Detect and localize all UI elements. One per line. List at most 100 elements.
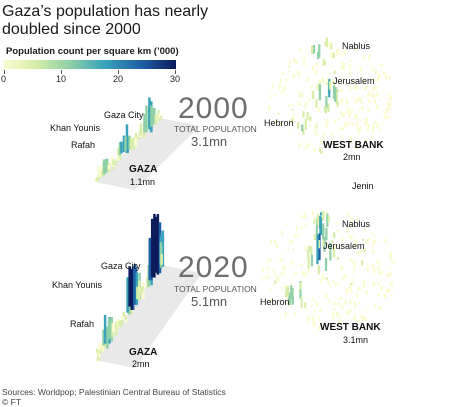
density-bar bbox=[352, 317, 356, 321]
density-bar bbox=[340, 266, 344, 271]
density-bar bbox=[340, 245, 344, 247]
legend-tick bbox=[175, 70, 176, 74]
density-bar bbox=[307, 97, 311, 101]
density-bar bbox=[293, 312, 297, 316]
density-bar bbox=[347, 213, 350, 218]
density-bar bbox=[331, 240, 334, 243]
density-bar bbox=[98, 342, 102, 351]
density-bar bbox=[271, 83, 274, 86]
density-bar bbox=[330, 43, 333, 50]
density-bar bbox=[367, 98, 371, 103]
density-bar bbox=[385, 75, 388, 80]
density-bar bbox=[281, 230, 284, 236]
density-bar bbox=[364, 121, 367, 126]
density-bar bbox=[296, 70, 299, 75]
density-bar bbox=[377, 293, 381, 298]
density-bar bbox=[294, 272, 297, 275]
density-bar bbox=[352, 227, 355, 230]
density-bar bbox=[383, 71, 386, 76]
density-bar bbox=[122, 312, 125, 317]
density-bar bbox=[358, 119, 361, 121]
density-bar bbox=[270, 240, 273, 245]
density-bar bbox=[389, 272, 392, 277]
density-bar bbox=[364, 241, 367, 244]
density-bar bbox=[315, 301, 318, 304]
density-bar bbox=[267, 108, 271, 111]
density-bar bbox=[286, 286, 290, 297]
density-bar bbox=[326, 280, 330, 284]
density-bar bbox=[312, 297, 315, 301]
density-bar bbox=[350, 135, 353, 141]
density-bar bbox=[336, 89, 339, 93]
density-bar bbox=[381, 123, 384, 125]
density-bar bbox=[310, 304, 313, 307]
density-bar bbox=[342, 62, 345, 67]
density-bar bbox=[305, 309, 309, 311]
density-bar bbox=[359, 250, 362, 254]
density-bar bbox=[340, 111, 343, 115]
density-bar bbox=[269, 95, 272, 98]
city-label-khan-younis: Khan Younis bbox=[50, 123, 101, 133]
density-bar bbox=[310, 245, 313, 256]
density-bar bbox=[306, 77, 309, 82]
density-bar bbox=[315, 226, 318, 236]
density-bar bbox=[326, 213, 329, 227]
density-bar bbox=[277, 88, 281, 90]
density-bar bbox=[350, 122, 353, 125]
region-population-west-bank: 3.1mn bbox=[343, 335, 369, 345]
density-bar bbox=[347, 85, 350, 87]
density-bar bbox=[390, 281, 393, 287]
total-population-value: 5.1mn bbox=[191, 294, 228, 309]
density-bar bbox=[304, 118, 307, 130]
density-bar bbox=[101, 343, 105, 352]
density-bar bbox=[384, 117, 387, 120]
density-bar bbox=[333, 245, 336, 249]
density-bar bbox=[348, 108, 351, 113]
density-bar bbox=[289, 60, 292, 64]
density-bar bbox=[268, 258, 271, 263]
density-bar bbox=[369, 91, 372, 96]
density-bar bbox=[367, 108, 370, 113]
density-bar bbox=[293, 58, 296, 63]
density-bar bbox=[362, 317, 365, 321]
density-bar bbox=[311, 314, 314, 316]
density-bar bbox=[332, 316, 335, 320]
density-bar bbox=[291, 103, 294, 107]
density-bar bbox=[312, 95, 315, 99]
density-bar bbox=[370, 136, 374, 139]
density-bar bbox=[366, 127, 369, 132]
density-bar bbox=[315, 69, 318, 75]
density-bar bbox=[304, 302, 307, 309]
density-bar bbox=[353, 261, 356, 263]
density-bar bbox=[328, 41, 331, 48]
city-label-hebron: Hebron bbox=[260, 297, 290, 307]
density-bar bbox=[289, 295, 292, 306]
density-bar bbox=[321, 76, 324, 82]
density-bar bbox=[141, 286, 145, 291]
terrain-shadow bbox=[95, 265, 202, 368]
density-bar bbox=[364, 308, 367, 311]
density-bar bbox=[325, 82, 329, 85]
density-bar bbox=[128, 135, 131, 150]
density-bar bbox=[102, 329, 105, 346]
density-bar bbox=[271, 86, 275, 89]
density-bar bbox=[306, 144, 309, 149]
density-bar bbox=[324, 210, 327, 216]
density-bar bbox=[275, 119, 278, 124]
density-bar bbox=[376, 266, 380, 270]
density-bar bbox=[340, 53, 343, 56]
density-bar bbox=[360, 100, 363, 104]
city-label-jerusalem: Jerusalem bbox=[323, 241, 365, 251]
density-bar bbox=[374, 239, 377, 243]
density-bar bbox=[346, 310, 349, 315]
density-bar bbox=[133, 264, 137, 304]
density-bar bbox=[383, 238, 386, 243]
density-bar bbox=[353, 246, 356, 248]
density-bar bbox=[332, 245, 336, 258]
density-bar bbox=[360, 106, 364, 110]
density-bar bbox=[315, 123, 318, 127]
density-bar bbox=[145, 105, 148, 133]
density-bar bbox=[322, 223, 325, 238]
density-bar bbox=[300, 226, 304, 229]
density-bar bbox=[270, 78, 273, 80]
